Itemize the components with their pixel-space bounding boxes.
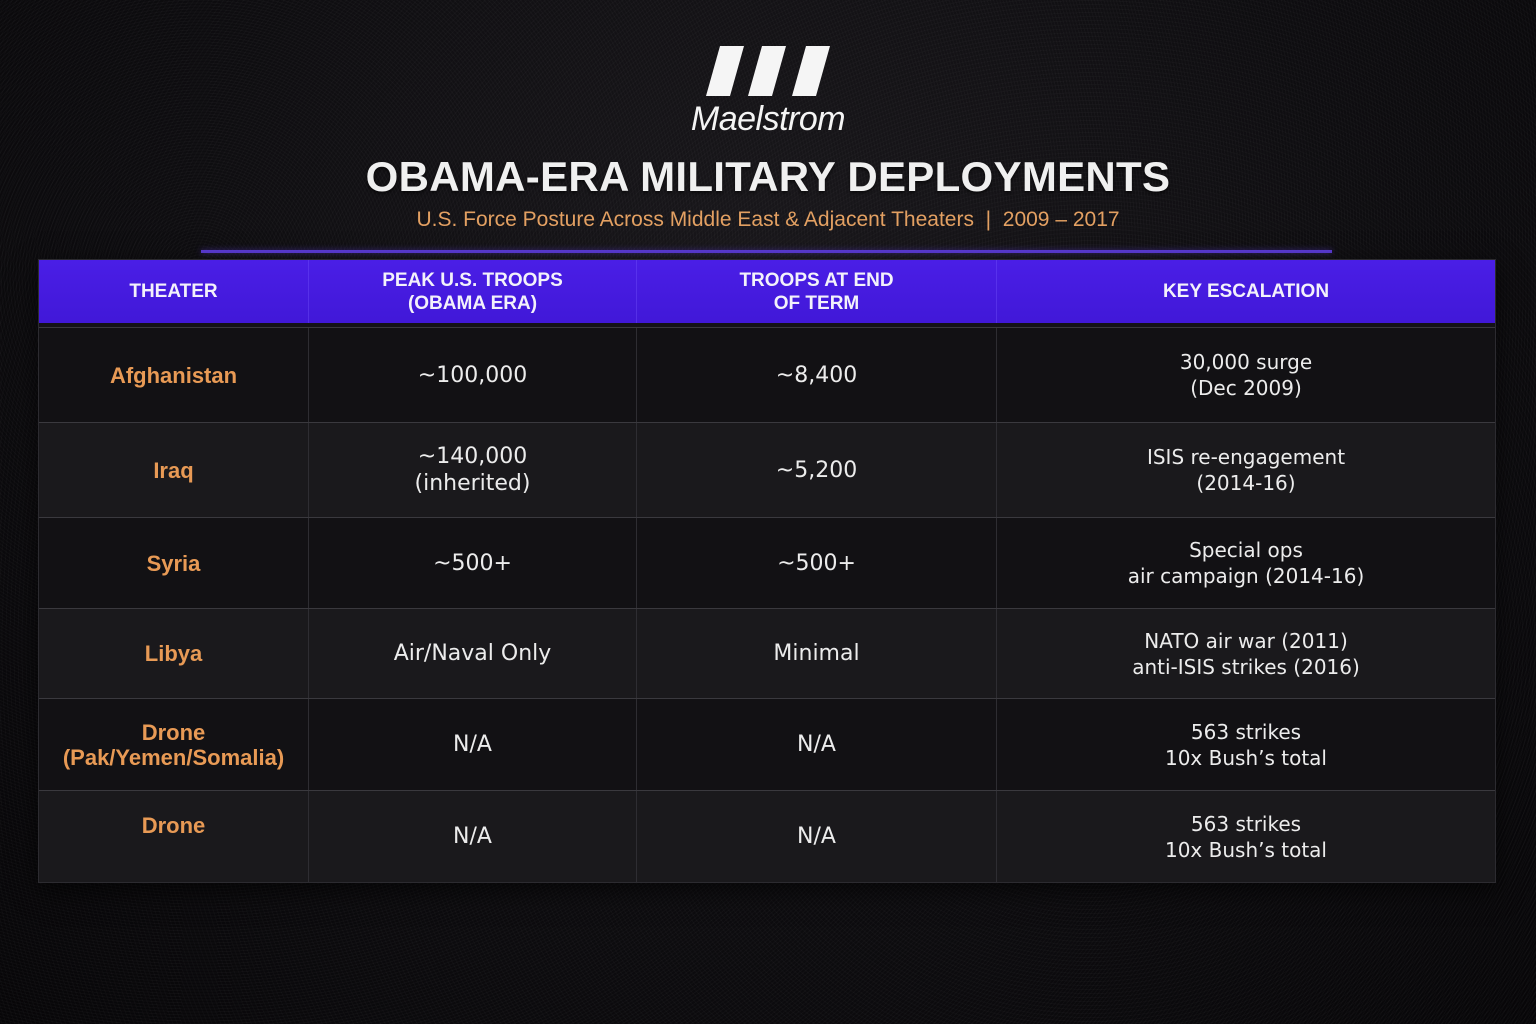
- theater-cell: Drone: [39, 791, 309, 882]
- theater-cell: Iraq: [39, 423, 309, 517]
- escalation-cell: Special ops air campaign (2014-16): [997, 518, 1495, 608]
- escalation-detail: 10x Bush’s total: [1164, 837, 1327, 862]
- peak-troops-value: Air/Naval Only: [393, 641, 552, 666]
- brand-logo: Maelstrom: [0, 46, 1536, 139]
- escalation-text: 563 strikes: [1190, 719, 1302, 744]
- end-troops-cell: N/A: [637, 699, 997, 790]
- table-row: Syria ~500+ ~500+ Special ops air campai…: [39, 517, 1495, 608]
- escalation-text: 30,000 surge: [1179, 350, 1313, 374]
- table-row: Drone (Pak/Yemen/Somalia) N/A N/A 563 st…: [39, 698, 1495, 790]
- peak-troops-note: (inherited): [414, 471, 531, 496]
- table-header: THEATER PEAK U.S. TROOPS (OBAMA ERA) TRO…: [39, 260, 1495, 327]
- column-header-end-troops: TROOPS AT END OF TERM: [637, 260, 997, 323]
- escalation-cell: 563 strikes 10x Bush’s total: [997, 791, 1495, 882]
- theater-cell: Afghanistan: [39, 328, 309, 422]
- theater-name: Drone: [141, 719, 206, 745]
- escalation-cell: 563 strikes 10x Bush’s total: [997, 699, 1495, 790]
- end-troops-value: N/A: [797, 732, 836, 757]
- theater-name: Syria: [146, 550, 201, 576]
- table-body: Afghanistan ~100,000 ~8,400 30,000 surge…: [39, 327, 1495, 882]
- peak-troops-cell: ~140,000 (inherited): [309, 423, 637, 517]
- end-troops-cell: ~8,400: [637, 328, 997, 422]
- column-header-peak-troops: PEAK U.S. TROOPS (OBAMA ERA): [309, 260, 637, 323]
- theater-name: Drone: [141, 813, 206, 838]
- peak-troops-value: ~500+: [433, 550, 512, 576]
- escalation-text: NATO air war (2011): [1144, 628, 1348, 653]
- theater-name: Iraq: [153, 457, 194, 483]
- peak-troops-cell: N/A: [309, 699, 637, 790]
- column-header-key-escalation: KEY ESCALATION: [1162, 281, 1330, 302]
- page-title: OBAMA-ERA MILITARY DEPLOYMENTS: [365, 153, 1171, 200]
- escalation-cell: 30,000 surge (Dec 2009): [997, 328, 1495, 422]
- peak-troops-value: ~100,000: [417, 362, 528, 388]
- escalation-detail: 10x Bush’s total: [1164, 745, 1327, 770]
- end-troops-value: ~500+: [777, 550, 856, 576]
- theater-name: Libya: [144, 641, 203, 666]
- escalation-detail: (Dec 2009): [1190, 376, 1302, 400]
- escalation-text: ISIS re-engagement: [1146, 445, 1346, 469]
- column-header-theater: THEATER: [39, 260, 309, 323]
- end-troops-value: ~5,200: [775, 457, 858, 483]
- peak-troops-value: N/A: [453, 824, 492, 849]
- end-troops-value: Minimal: [773, 641, 860, 666]
- end-troops-value: N/A: [797, 824, 836, 849]
- table-row: Drone N/A N/A 563 strikes 10x Bush’s tot…: [39, 790, 1495, 882]
- peak-troops-value: N/A: [453, 732, 492, 757]
- title-divider: [201, 250, 1332, 253]
- end-troops-cell: ~500+: [637, 518, 997, 608]
- peak-troops-cell: N/A: [309, 791, 637, 882]
- peak-troops-cell: Air/Naval Only: [309, 609, 637, 698]
- escalation-detail: air campaign (2014-16): [1127, 564, 1365, 588]
- peak-troops-value: ~140,000: [417, 444, 528, 469]
- escalation-text: 563 strikes: [1190, 811, 1302, 836]
- theater-name: Afghanistan: [109, 362, 238, 388]
- end-troops-cell: ~5,200: [637, 423, 997, 517]
- escalation-detail: anti-ISIS strikes (2016): [1132, 654, 1360, 679]
- three-slanted-bars-icon: [706, 46, 830, 96]
- theater-cell: Syria: [39, 518, 309, 608]
- escalation-detail: (2014-16): [1196, 471, 1296, 495]
- escalation-text: Special ops: [1189, 538, 1303, 562]
- deployments-table: THEATER PEAK U.S. TROOPS (OBAMA ERA) TRO…: [38, 259, 1496, 883]
- escalation-cell: NATO air war (2011) anti-ISIS strikes (2…: [997, 609, 1495, 698]
- brand-name: Maelstrom: [690, 100, 846, 138]
- theater-cell: Libya: [39, 609, 309, 698]
- end-troops-cell: N/A: [637, 791, 997, 882]
- theater-cell: Drone (Pak/Yemen/Somalia): [39, 699, 309, 790]
- peak-troops-cell: ~100,000: [309, 328, 637, 422]
- table-row: Iraq ~140,000 (inherited) ~5,200 ISIS re…: [39, 422, 1495, 517]
- peak-troops-cell: ~500+: [309, 518, 637, 608]
- end-troops-cell: Minimal: [637, 609, 997, 698]
- end-troops-value: ~8,400: [775, 362, 858, 388]
- page-subtitle: U.S. Force Posture Across Middle East & …: [416, 208, 1120, 231]
- theater-region: (Pak/Yemen/Somalia): [62, 744, 285, 770]
- table-row: Libya Air/Naval Only Minimal NATO air wa…: [39, 608, 1495, 698]
- table-row: Afghanistan ~100,000 ~8,400 30,000 surge…: [39, 327, 1495, 422]
- escalation-cell: ISIS re-engagement (2014-16): [997, 423, 1495, 517]
